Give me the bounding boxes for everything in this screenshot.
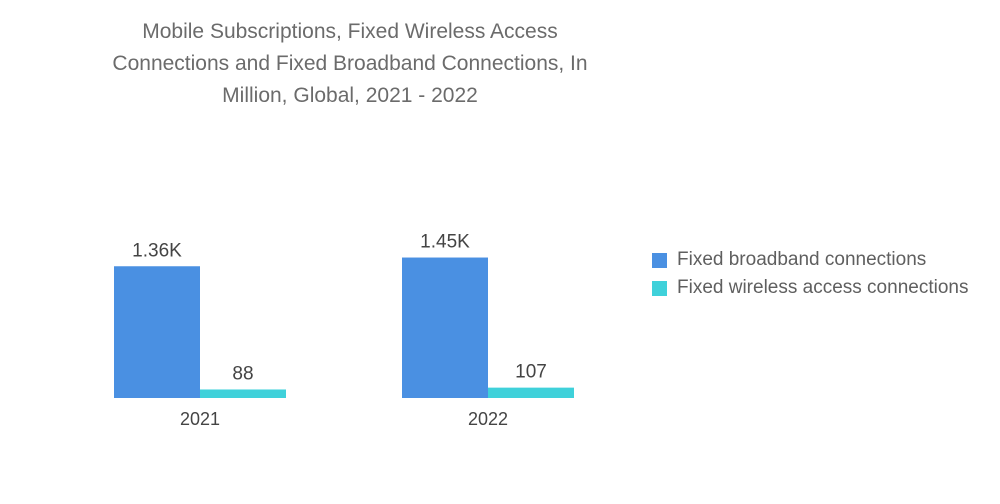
- legend: Fixed broadband connections Fixed wirele…: [652, 246, 968, 302]
- legend-swatch-fixed-wireless: [652, 280, 667, 296]
- data-label-fixed-broadband-connections-2022: 1.45K: [420, 232, 470, 253]
- legend-label-fixed-broadband: Fixed broadband connections: [677, 249, 927, 270]
- bar-fixed-wireless-access-connections-2022: [488, 387, 574, 398]
- legend-swatch-fixed-broadband: [652, 252, 667, 268]
- x-tick-label-2021: 2021: [180, 409, 220, 429]
- x-tick-label-2022: 2022: [468, 409, 508, 429]
- legend-item-fixed-wireless: Fixed wireless access connections: [652, 274, 968, 302]
- data-label-fixed-broadband-connections-2021: 1.36K: [132, 240, 182, 261]
- data-label-fixed-wireless-access-connections-2021: 88: [232, 363, 253, 384]
- data-label-fixed-wireless-access-connections-2022: 107: [515, 362, 547, 383]
- chart-title: Mobile Subscriptions, Fixed Wireless Acc…: [40, 16, 660, 112]
- chart-title-line-1: Mobile Subscriptions, Fixed Wireless Acc…: [142, 20, 558, 43]
- chart-title-line-3: Million, Global, 2021 - 2022: [222, 84, 478, 107]
- bar-fixed-broadband-connections-2021: [114, 266, 200, 398]
- bar-fixed-broadband-connections-2022: [402, 257, 488, 398]
- legend-label-fixed-wireless: Fixed wireless access connections: [677, 277, 969, 298]
- bar-fixed-wireless-access-connections-2021: [200, 389, 286, 398]
- legend-item-fixed-broadband: Fixed broadband connections: [652, 246, 968, 274]
- chart-title-line-2: Connections and Fixed Broadband Connecti…: [112, 52, 588, 75]
